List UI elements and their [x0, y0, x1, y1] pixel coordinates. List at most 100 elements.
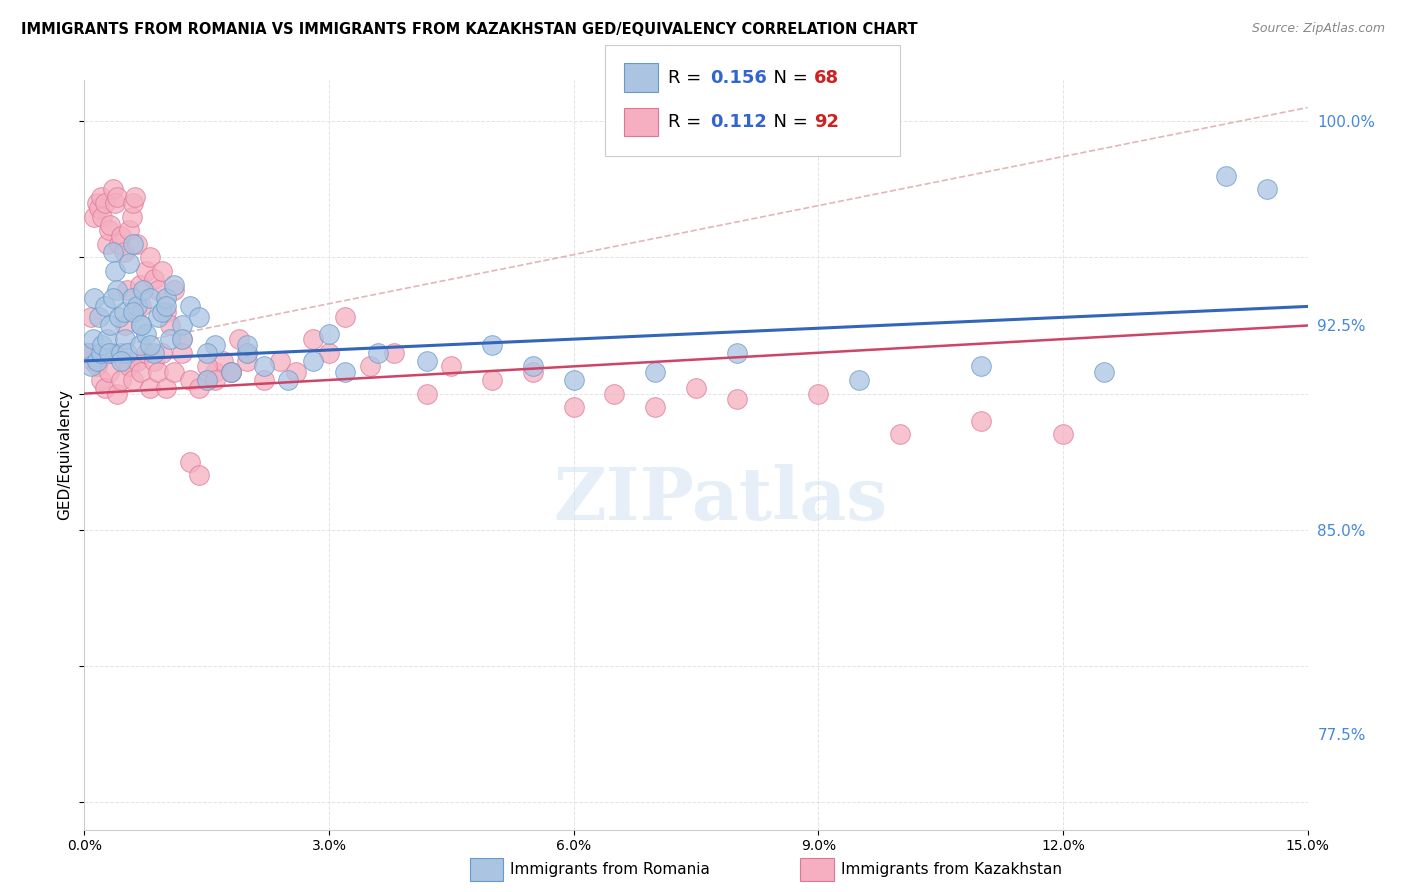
Point: [269, 354, 291, 368]
Point: [82, 332, 104, 346]
Point: [77, 345, 100, 359]
Point: [121, 291, 143, 305]
Point: [179, 455, 201, 469]
Point: [128, 277, 150, 292]
Point: [1256, 182, 1278, 196]
Point: [83, 291, 105, 305]
Point: [285, 365, 308, 379]
Point: [318, 326, 340, 341]
Point: [236, 354, 259, 368]
Point: [93, 195, 115, 210]
Point: [118, 223, 141, 237]
Point: [1215, 169, 1237, 183]
Point: [91, 337, 114, 351]
Point: [335, 365, 357, 379]
Point: [359, 359, 381, 374]
Point: [155, 300, 177, 314]
Point: [204, 365, 226, 379]
Point: [685, 381, 707, 395]
Point: [150, 305, 173, 319]
Point: [159, 332, 181, 346]
Point: [219, 365, 242, 379]
Point: [335, 310, 357, 325]
Point: [97, 223, 120, 237]
Point: [807, 386, 830, 401]
Point: [132, 283, 155, 297]
Point: [112, 244, 135, 259]
Point: [150, 345, 173, 359]
Point: [277, 373, 299, 387]
Point: [1092, 365, 1115, 379]
Point: [110, 228, 132, 243]
Point: [80, 359, 103, 374]
Point: [100, 318, 122, 333]
Point: [138, 251, 160, 265]
Point: [159, 318, 181, 333]
Point: [644, 365, 666, 379]
Point: [121, 210, 143, 224]
Text: R =: R =: [668, 69, 707, 87]
Point: [93, 300, 115, 314]
Point: [204, 373, 226, 387]
Point: [195, 373, 218, 387]
Point: [1052, 427, 1074, 442]
Point: [562, 373, 585, 387]
Point: [110, 373, 132, 387]
Point: [110, 354, 132, 368]
Point: [93, 381, 115, 395]
Point: [150, 264, 173, 278]
Point: [172, 332, 194, 346]
Point: [142, 272, 165, 286]
Point: [105, 283, 128, 297]
Point: [105, 190, 128, 204]
Point: [96, 332, 118, 346]
Point: [77, 345, 100, 359]
Point: [440, 359, 463, 374]
Text: R =: R =: [668, 113, 707, 131]
Point: [253, 373, 276, 387]
Text: Immigrants from Kazakhstan: Immigrants from Kazakhstan: [841, 863, 1062, 877]
Point: [562, 401, 585, 415]
Point: [172, 345, 194, 359]
Point: [195, 373, 218, 387]
Point: [107, 236, 129, 251]
Point: [195, 345, 218, 359]
Point: [522, 365, 544, 379]
Point: [416, 354, 439, 368]
Point: [87, 310, 110, 325]
Point: [82, 345, 104, 359]
Point: [416, 386, 439, 401]
Point: [114, 318, 136, 333]
Point: [86, 195, 108, 210]
Point: [236, 345, 259, 359]
Point: [204, 337, 226, 351]
Point: [163, 365, 186, 379]
Point: [481, 373, 503, 387]
Text: Source: ZipAtlas.com: Source: ZipAtlas.com: [1251, 22, 1385, 36]
Point: [115, 283, 138, 297]
Point: [124, 190, 146, 204]
Point: [114, 354, 136, 368]
Point: [115, 345, 138, 359]
Point: [86, 359, 108, 374]
Point: [101, 182, 124, 196]
Point: [86, 354, 108, 368]
Point: [155, 305, 177, 319]
Point: [212, 354, 235, 368]
Point: [155, 381, 177, 395]
Text: Immigrants from Romania: Immigrants from Romania: [510, 863, 710, 877]
Point: [522, 359, 544, 374]
Point: [114, 332, 136, 346]
Point: [135, 345, 157, 359]
Point: [122, 236, 145, 251]
Point: [128, 337, 150, 351]
Text: 92: 92: [814, 113, 839, 131]
Point: [105, 386, 128, 401]
Point: [163, 277, 186, 292]
Point: [163, 283, 186, 297]
Point: [301, 332, 323, 346]
Point: [96, 236, 118, 251]
Point: [122, 305, 145, 319]
Point: [725, 392, 748, 406]
Text: N =: N =: [762, 113, 814, 131]
